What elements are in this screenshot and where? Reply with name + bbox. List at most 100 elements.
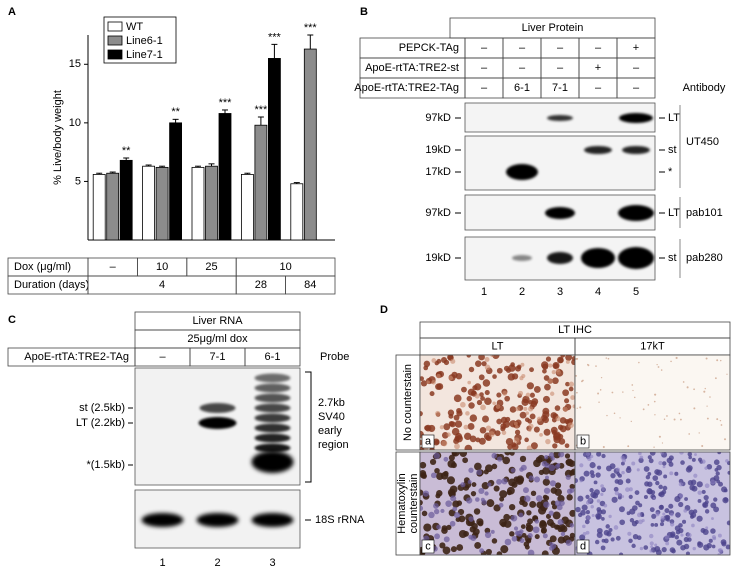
nucleus	[557, 519, 564, 526]
table-value: –	[633, 62, 640, 74]
nucleus	[606, 531, 612, 537]
band	[198, 417, 237, 429]
nucleus	[611, 496, 618, 503]
nucleus	[504, 538, 512, 546]
nucleus	[559, 425, 567, 433]
nucleus	[527, 533, 533, 539]
nucleus	[618, 552, 624, 555]
nucleus	[535, 495, 543, 502]
nucleus	[485, 425, 492, 431]
nucleus	[717, 548, 722, 553]
nucleus	[533, 426, 540, 433]
nucleus	[671, 548, 676, 554]
nucleus	[697, 490, 702, 495]
nucleus	[434, 467, 440, 474]
nucleus	[643, 545, 649, 550]
nucleus	[686, 532, 692, 538]
nucleus	[487, 482, 492, 487]
nucleus	[568, 381, 575, 387]
nucleus	[605, 357, 607, 359]
nucleus	[476, 399, 483, 406]
nucleus	[631, 384, 634, 386]
nucleus	[670, 512, 674, 517]
nucleus	[501, 478, 508, 485]
nucleus	[549, 391, 555, 396]
nucleus	[496, 392, 502, 398]
nucleus	[518, 512, 524, 518]
nucleus	[625, 487, 630, 492]
nucleus	[596, 452, 602, 457]
nucleus	[530, 442, 538, 450]
nucleus	[680, 533, 684, 537]
nucleus	[595, 472, 601, 478]
nucleus	[713, 506, 719, 513]
marker-label: 19kD	[425, 144, 451, 156]
nucleus	[519, 411, 527, 419]
nucleus	[482, 415, 489, 423]
nucleus	[660, 452, 665, 455]
nucleus	[655, 480, 660, 486]
nucleus	[526, 510, 532, 516]
nucleus	[650, 545, 653, 549]
band	[254, 443, 291, 453]
nucleus	[716, 418, 719, 421]
nucleus	[510, 468, 516, 473]
nucleus	[475, 497, 480, 502]
nucleus	[453, 394, 462, 403]
nucleus	[420, 380, 428, 387]
nucleus	[720, 359, 722, 362]
nucleus	[674, 535, 680, 540]
nucleus	[513, 437, 520, 444]
significance: **	[171, 106, 180, 118]
nucleus	[601, 453, 606, 459]
nucleus	[449, 520, 456, 527]
nucleus	[603, 538, 609, 544]
nucleus	[634, 490, 640, 495]
nucleus	[499, 496, 505, 502]
nucleus	[566, 488, 573, 495]
nucleus	[500, 522, 506, 528]
nucleus	[502, 390, 508, 396]
table-value: –	[519, 42, 526, 54]
nucleus	[481, 482, 490, 490]
nucleus	[649, 507, 655, 513]
nucleus	[556, 369, 561, 375]
nucleus	[529, 367, 534, 373]
nucleus	[596, 532, 603, 539]
band	[512, 255, 532, 261]
nucleus	[474, 541, 482, 549]
nucleus	[541, 460, 548, 467]
marker-label: 19kD	[425, 252, 451, 264]
nucleus	[433, 503, 439, 509]
nucleus	[631, 543, 636, 549]
nucleus	[435, 493, 441, 499]
nucleus	[552, 443, 558, 449]
lane-number: 3	[269, 557, 275, 569]
nucleus	[626, 511, 631, 516]
nucleus	[511, 443, 519, 450]
nucleus	[541, 528, 546, 534]
y-tick-label: 15	[69, 58, 81, 70]
nucleus	[515, 406, 520, 412]
nucleus	[455, 372, 463, 380]
nucleus	[569, 523, 575, 528]
nucleus	[601, 487, 605, 492]
nucleus	[565, 359, 570, 364]
nucleus	[516, 364, 522, 370]
nucleus	[548, 363, 553, 368]
nucleus	[680, 418, 682, 421]
nucleus	[632, 533, 639, 540]
nucleus	[713, 459, 720, 466]
nucleus	[534, 534, 540, 540]
nucleus	[480, 404, 486, 411]
nucleus	[558, 433, 564, 440]
nucleus	[424, 425, 430, 431]
nucleus	[530, 490, 537, 497]
nucleus	[520, 464, 527, 471]
nucleus	[600, 376, 603, 379]
micrograph	[575, 452, 730, 555]
nucleus	[491, 538, 498, 544]
nucleus	[579, 463, 584, 468]
nucleus	[659, 522, 665, 527]
nucleus	[436, 358, 442, 364]
